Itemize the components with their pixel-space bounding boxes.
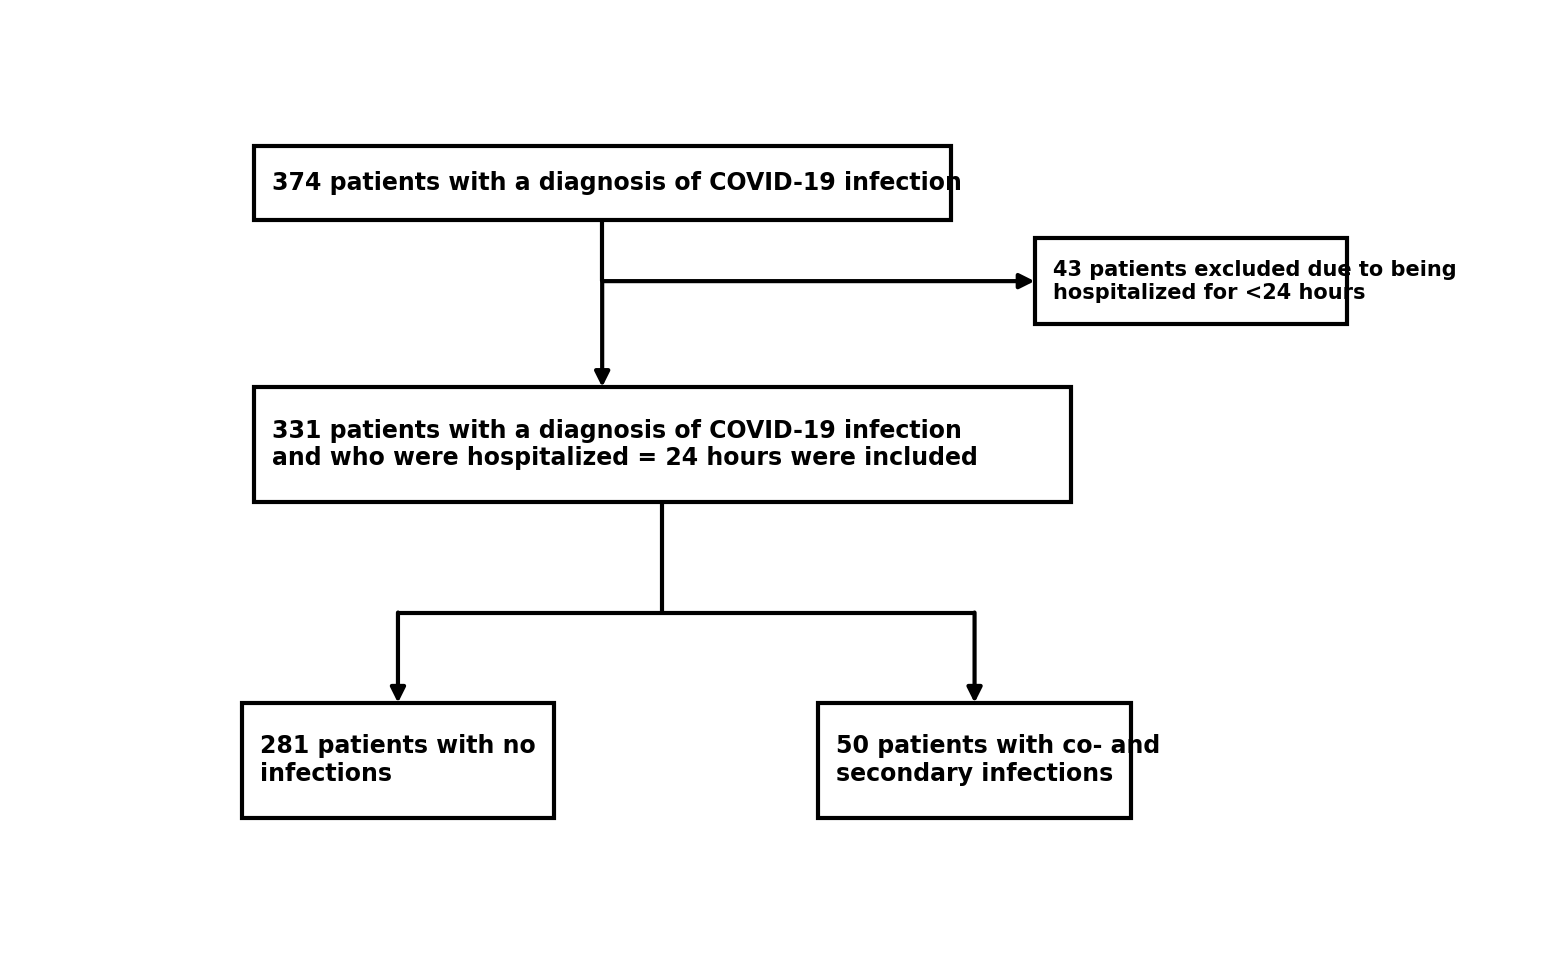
Text: 281 patients with no
infections: 281 patients with no infections [260, 734, 536, 786]
FancyBboxPatch shape [254, 146, 950, 220]
FancyBboxPatch shape [818, 703, 1130, 818]
Text: 43 patients excluded due to being
hospitalized for <24 hours: 43 patients excluded due to being hospit… [1052, 260, 1457, 303]
FancyBboxPatch shape [254, 387, 1071, 502]
Text: 374 patients with a diagnosis of COVID-19 infection: 374 patients with a diagnosis of COVID-1… [271, 171, 961, 195]
Text: 50 patients with co- and
secondary infections: 50 patients with co- and secondary infec… [837, 734, 1161, 786]
FancyBboxPatch shape [1035, 238, 1347, 324]
FancyBboxPatch shape [242, 703, 555, 818]
Text: 331 patients with a diagnosis of COVID-19 infection
and who were hospitalized = : 331 patients with a diagnosis of COVID-1… [271, 419, 978, 471]
